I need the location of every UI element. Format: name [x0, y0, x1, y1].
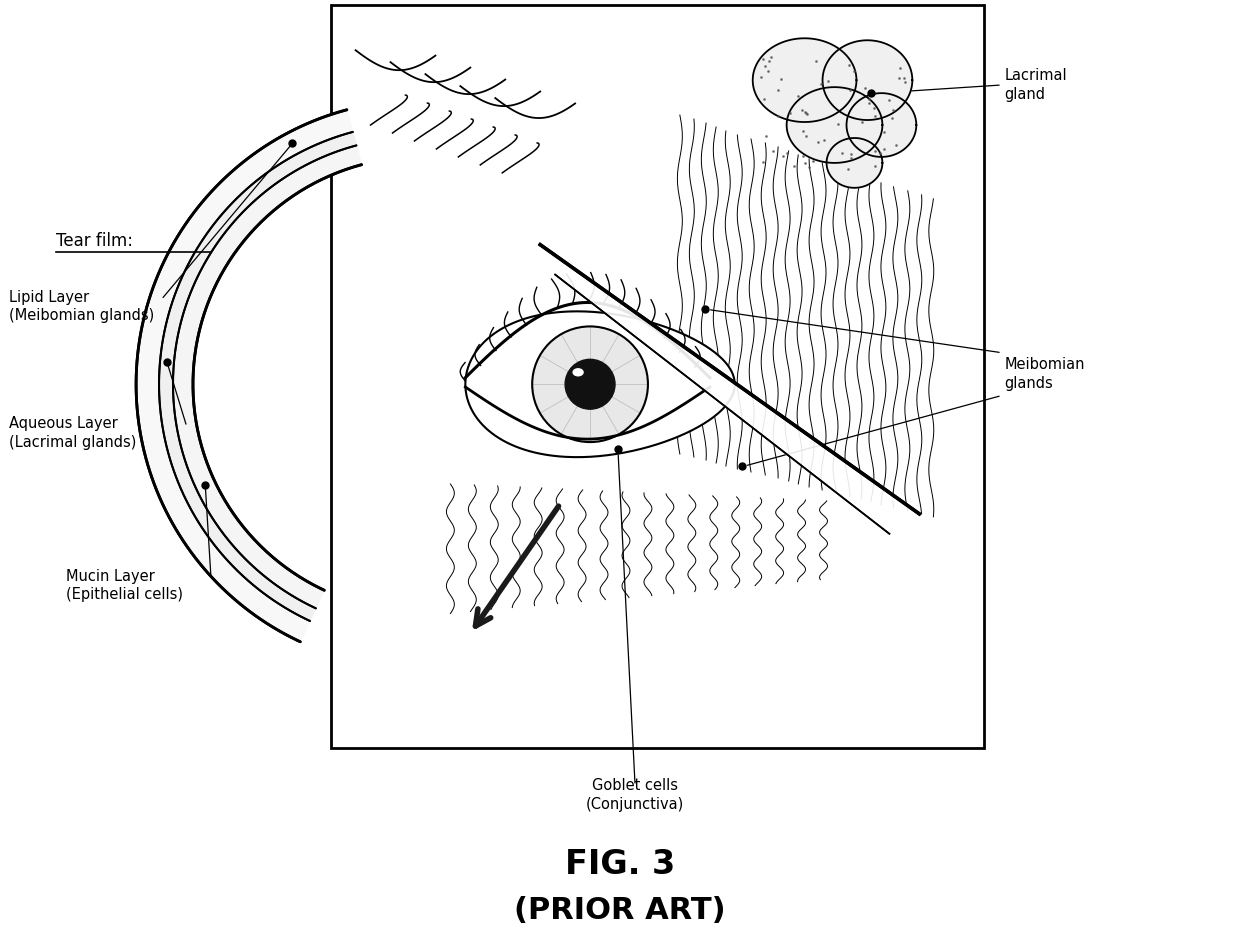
Text: Meibomian
glands: Meibomian glands — [1004, 358, 1085, 391]
Polygon shape — [753, 38, 857, 122]
Ellipse shape — [573, 369, 583, 375]
Polygon shape — [786, 87, 883, 163]
Polygon shape — [827, 138, 883, 188]
Text: Mucin Layer
(Epithelial cells): Mucin Layer (Epithelial cells) — [66, 569, 184, 602]
Polygon shape — [541, 245, 919, 534]
Text: Lipid Layer
(Meibomian glands): Lipid Layer (Meibomian glands) — [10, 290, 155, 323]
Text: FIG. 3: FIG. 3 — [565, 848, 675, 882]
Text: Lacrimal
gland: Lacrimal gland — [1004, 68, 1066, 102]
Polygon shape — [174, 146, 362, 608]
Circle shape — [565, 360, 615, 409]
Bar — [331, 6, 985, 748]
Text: Goblet cells
(Conjunctiva): Goblet cells (Conjunctiva) — [585, 778, 684, 812]
Polygon shape — [136, 110, 353, 642]
Polygon shape — [822, 40, 913, 120]
Circle shape — [532, 326, 649, 442]
Text: Aqueous Layer
(Lacrimal glands): Aqueous Layer (Lacrimal glands) — [10, 417, 136, 450]
Polygon shape — [465, 311, 735, 457]
Text: (PRIOR ART): (PRIOR ART) — [515, 897, 725, 926]
Polygon shape — [159, 132, 356, 621]
Text: Tear film:: Tear film: — [56, 232, 133, 249]
Polygon shape — [847, 93, 916, 157]
